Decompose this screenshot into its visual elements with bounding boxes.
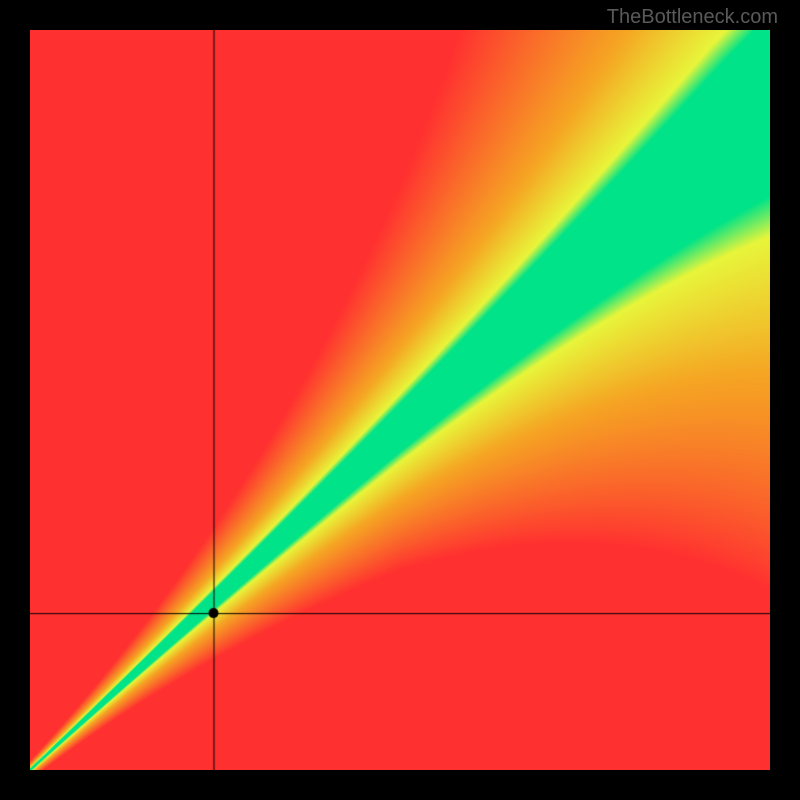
bottleneck-heatmap-chart	[30, 30, 770, 770]
heatmap-canvas	[30, 30, 770, 770]
watermark-text: TheBottleneck.com	[607, 6, 778, 29]
